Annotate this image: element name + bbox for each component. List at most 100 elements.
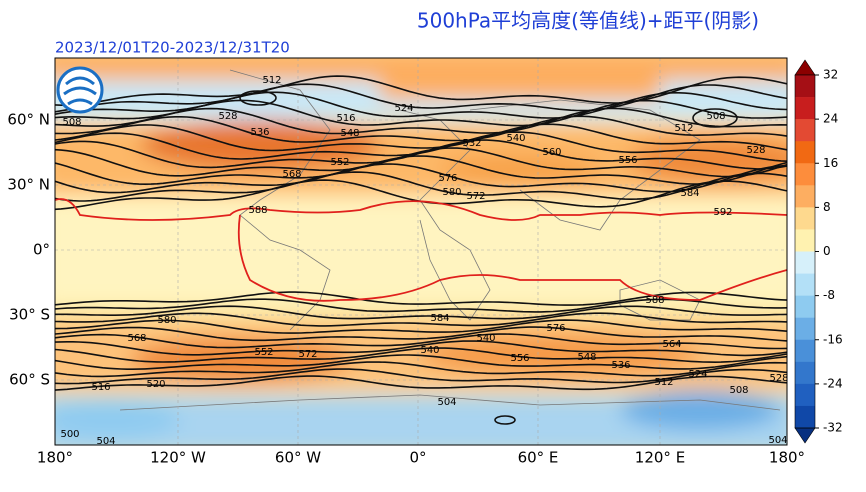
lat-label: 30° N (7, 176, 50, 194)
colorbar-segment (795, 317, 815, 341)
contour-label: 548 (340, 128, 359, 139)
lon-label: 60° W (275, 449, 321, 467)
contour-label: 504 (768, 435, 787, 446)
lon-label: 120° W (150, 449, 206, 467)
contour-label: 556 (510, 353, 529, 364)
contour-label: 588 (248, 205, 267, 216)
contour-label: 504 (437, 397, 456, 408)
contour-label: 524 (394, 103, 413, 114)
contour-line (55, 354, 787, 370)
contour-label: 504 (96, 436, 115, 447)
contour-label: 548 (577, 352, 596, 363)
contour-line (55, 305, 787, 320)
lat-label: 0° (33, 241, 50, 259)
contour-line (55, 91, 787, 119)
contour-label: 564 (662, 339, 681, 350)
colorbar-segment (795, 163, 815, 186)
colorbar-segment (795, 405, 815, 429)
contour-line (55, 347, 787, 364)
contour-label: 580 (442, 187, 461, 198)
colorbar-segment (795, 383, 815, 407)
contour-label: 576 (546, 323, 565, 334)
contour-label: 584 (680, 188, 699, 199)
contour-label: 520 (146, 379, 165, 390)
contour-label: 528 (218, 111, 237, 122)
contour-line (55, 361, 787, 378)
contour-line (55, 147, 787, 178)
contour-label: 516 (336, 113, 355, 124)
contour-label: 588 (645, 295, 664, 306)
colorbar-tick-label: 32 (823, 68, 838, 82)
contour-label: 540 (506, 133, 525, 144)
lat-label: 60° N (7, 111, 50, 129)
contour-line (239, 90, 277, 106)
colorbar-segment (795, 251, 815, 274)
contour-line (55, 155, 787, 186)
contour-line (55, 375, 787, 391)
colorbar-tick-label: -16 (823, 332, 843, 346)
colorbar-segment (795, 273, 815, 296)
contour-label: 556 (618, 155, 637, 166)
contour-label: 540 (420, 345, 439, 356)
map-area: 512 508 528 536 524 516 568 552 548 540 532 576 572 5… (55, 58, 788, 447)
contour-line (55, 291, 787, 306)
colorbar-segment (795, 141, 815, 164)
contour-label: 508 (729, 385, 748, 396)
lon-label: 180° (37, 449, 73, 467)
colorbar-extend (794, 59, 816, 76)
lon-label: 0° (409, 449, 426, 467)
contour-label: 572 (466, 191, 485, 202)
colorbar-segment (795, 75, 815, 98)
colorbar-extend (794, 427, 816, 444)
contour-label: 512 (654, 377, 673, 388)
colorbar-tick-label: -32 (823, 421, 843, 435)
lat-label: 30° S (9, 306, 50, 324)
contour-label: 516 (91, 382, 110, 393)
contour-label: 536 (250, 127, 269, 138)
contour-line (55, 319, 787, 334)
contour-line (55, 326, 787, 342)
contour-label: 568 (282, 169, 301, 180)
colorbar-segment (795, 185, 815, 208)
contour-line (55, 75, 787, 106)
colorbar-segment (795, 119, 815, 142)
contour-label: 560 (542, 147, 561, 158)
contour-line (55, 368, 787, 385)
contour-line (494, 415, 516, 425)
colorbar-segment (795, 361, 815, 385)
contour-label: 528 (746, 145, 765, 156)
contour-label: 536 (611, 360, 630, 371)
colorbar-tick-label: 16 (823, 156, 838, 170)
title: 500hPa平均高度(等值线)+距平(阴影) (417, 9, 759, 33)
contour-label: 552 (254, 347, 273, 358)
subtitle: 2023/12/01T20-2023/12/31T20 (55, 39, 290, 57)
colorbar-tick-label: -8 (823, 288, 835, 302)
contour-label: 532 (462, 138, 481, 149)
colorbar-segment (795, 207, 815, 230)
colorbar-segment (795, 97, 815, 120)
lon-label: 60° E (518, 449, 559, 467)
contour-label: 500 (60, 429, 79, 440)
colorbar-tick-label: 8 (823, 200, 831, 214)
lat-label: 60° S (9, 371, 50, 389)
colorbar-tick-label: 24 (823, 112, 838, 126)
contour-label: 524 (688, 369, 707, 380)
contour-label: 580 (157, 315, 176, 326)
contour-label: 528 (769, 373, 788, 384)
contour-line (55, 115, 787, 143)
contour-line (55, 312, 787, 327)
colorbar-segment (795, 229, 815, 252)
contour-label: 512 (674, 123, 693, 134)
contour-label: 568 (127, 333, 146, 344)
contour-line (55, 333, 787, 350)
colorbar-tick-label: -24 (823, 376, 843, 390)
contour-label: 508 (62, 117, 81, 128)
contour-label: 592 (713, 207, 732, 218)
contour-line (55, 123, 787, 152)
contour-label: 576 (438, 173, 457, 184)
contour-line (55, 298, 787, 313)
contour-label: 540 (476, 333, 495, 344)
contour-line (55, 83, 787, 113)
contour-label: 512 (262, 75, 281, 86)
